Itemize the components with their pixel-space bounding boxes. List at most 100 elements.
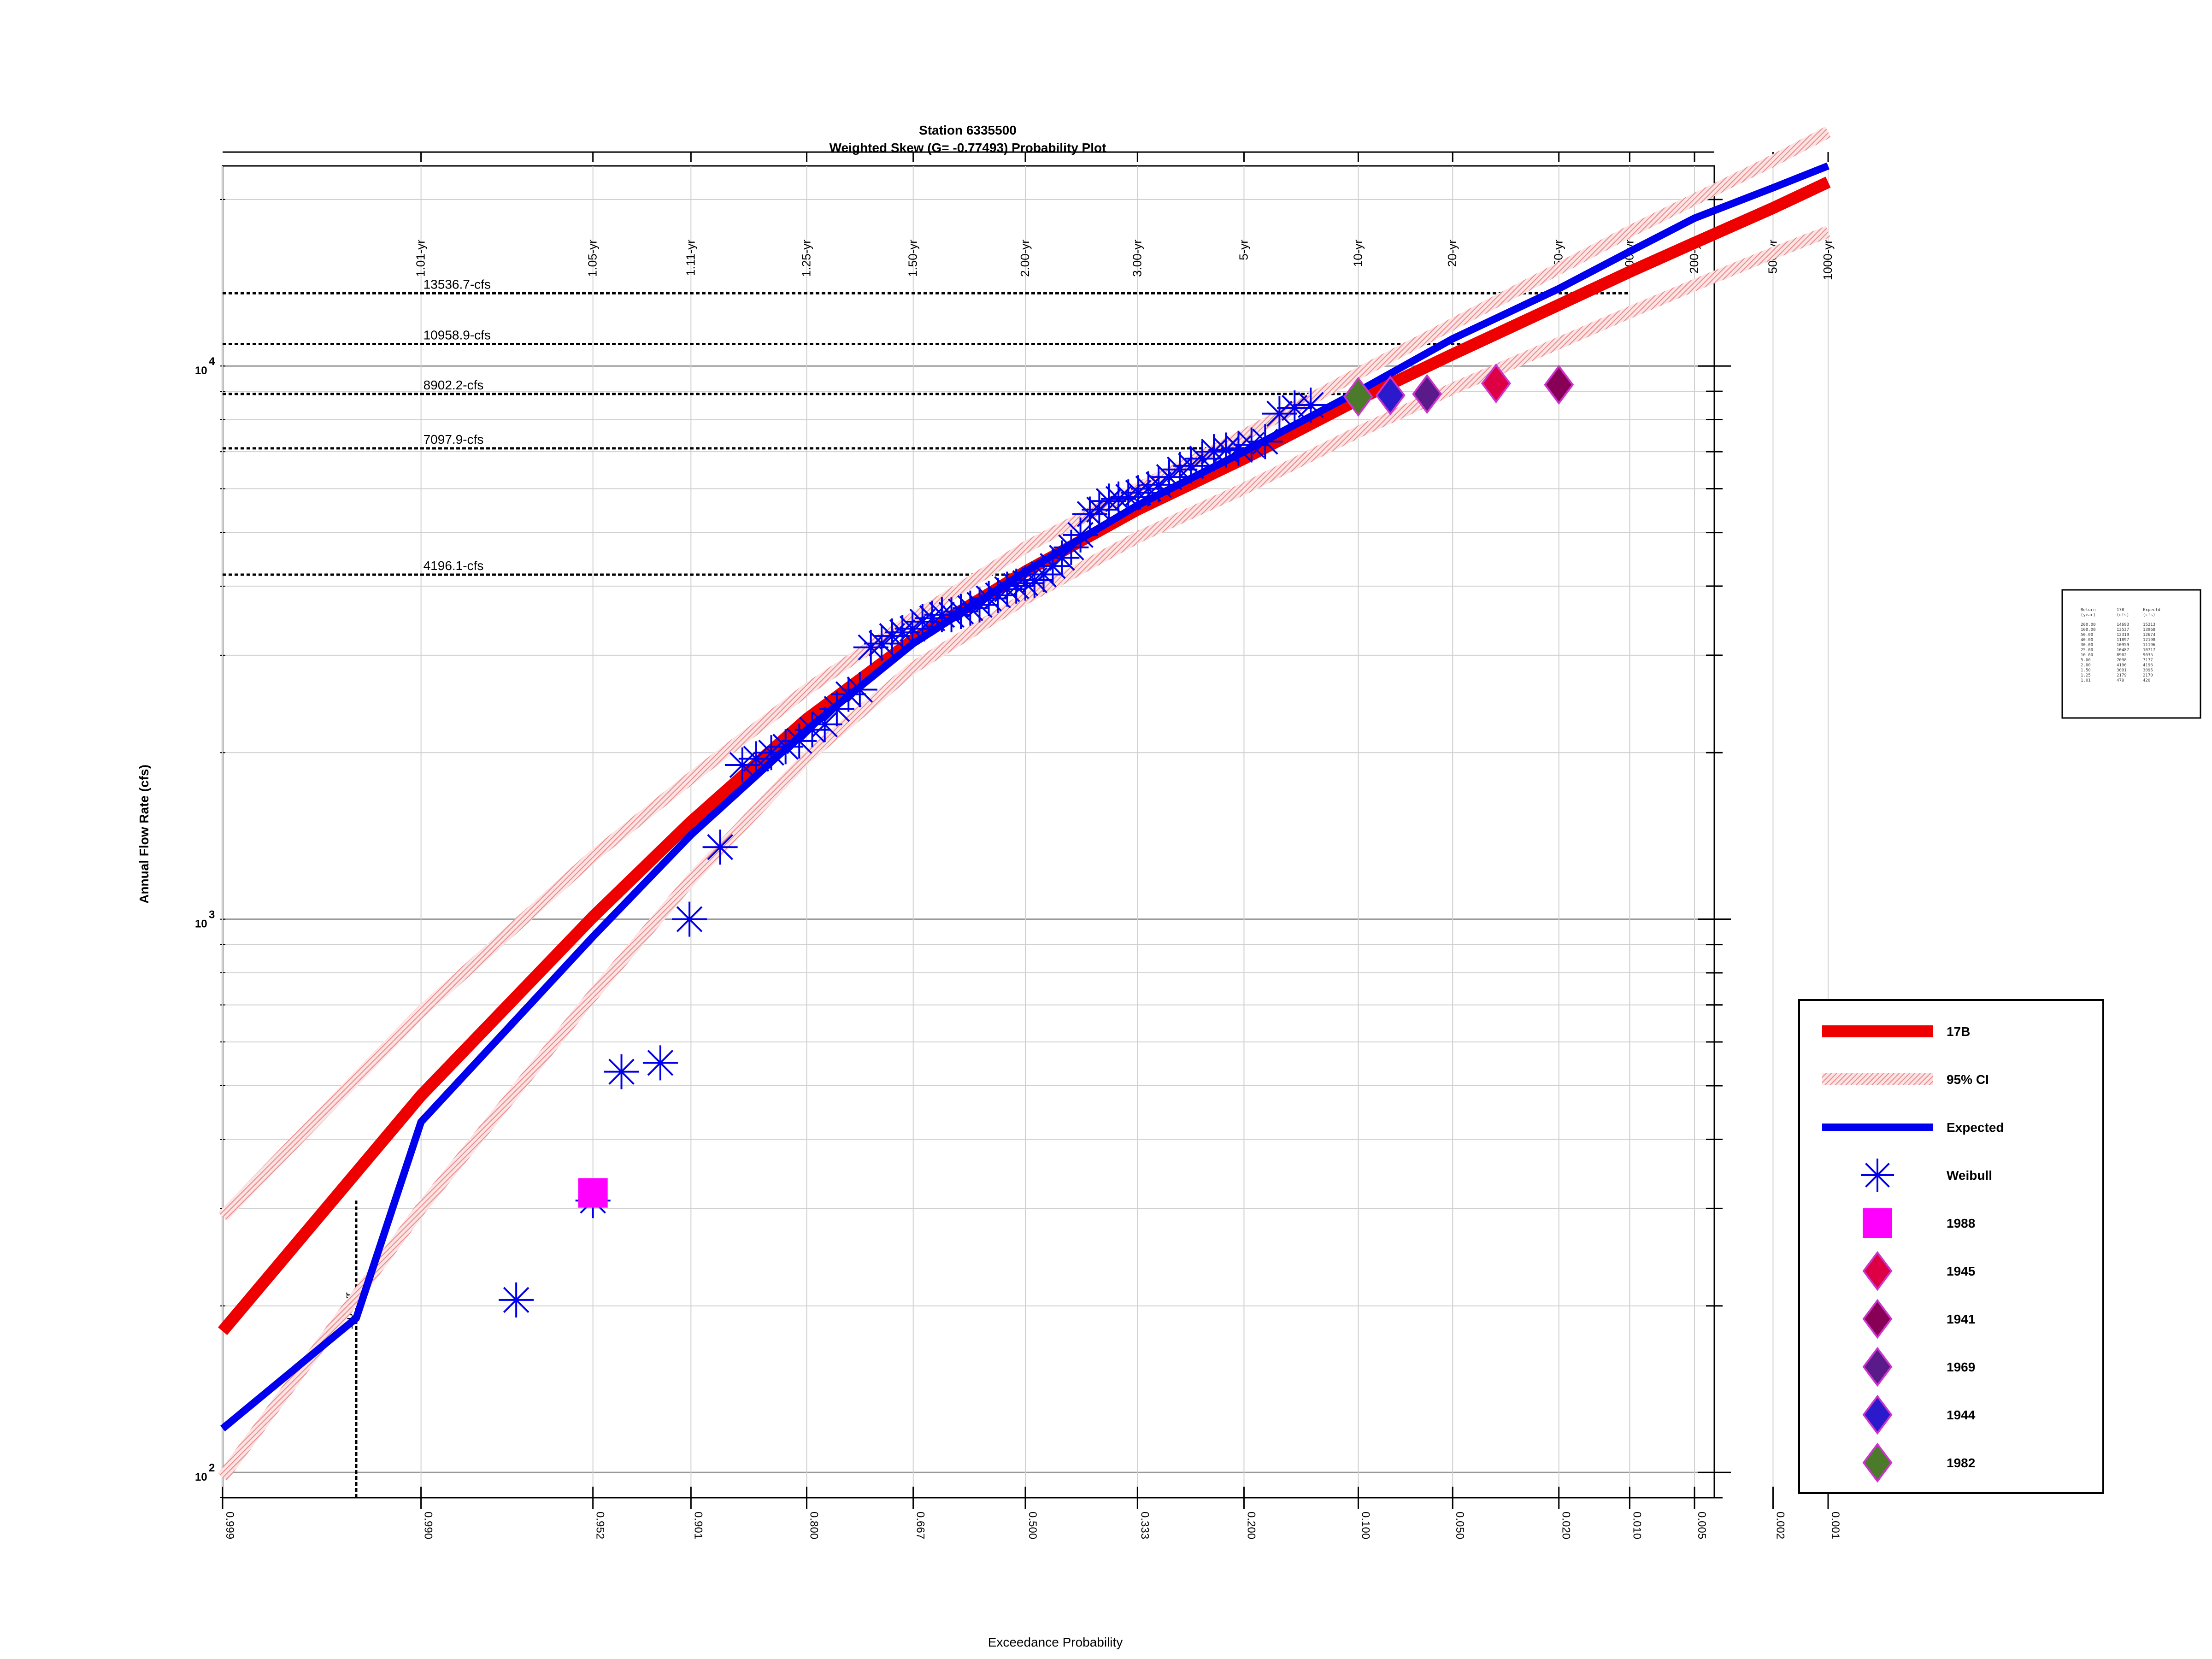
asterisk-stroke [1200, 438, 1227, 465]
summary-table-cell: 1.01 [2081, 678, 2091, 683]
point-1988 [578, 1178, 608, 1208]
y-tick-label-exp: 3 [209, 909, 215, 921]
weibull-point [1072, 496, 1107, 532]
legend-label: 17B [1947, 1024, 1970, 1039]
legend-label: 1941 [1947, 1312, 1975, 1326]
point-1941 [1544, 365, 1574, 405]
weibull-point [807, 706, 842, 742]
y-axis-title: Annual Flow Rate (cfs) [137, 765, 151, 904]
summary-table-cell: 11897 [2117, 638, 2129, 642]
legend: 17B 95% CI Expected Weibull 1988 1945 1941 1969… [1798, 999, 2104, 1494]
weibull-point [738, 741, 774, 777]
summary-table-cell: 3095 [2143, 668, 2153, 673]
asterisk-stroke [1297, 392, 1324, 418]
series [218, 126, 1831, 1481]
weibull-point [1173, 448, 1209, 483]
summary-table-header: (cfs) [2117, 613, 2129, 618]
reference-line-label: 8902.2-cfs [424, 378, 484, 392]
summary-table-cell: 4196 [2143, 663, 2153, 668]
summary-table-cell: 10717 [2143, 648, 2155, 653]
y-tick-label-base: 10 [195, 365, 207, 377]
summary-table-cell: 2.00 [2081, 663, 2091, 668]
weibull-point [768, 729, 803, 765]
weibull-point [1247, 424, 1283, 459]
point-1945 [1481, 363, 1511, 404]
x-tick-label: 0.999 [224, 1512, 236, 1539]
asterisk-stroke [1166, 456, 1193, 483]
weibull-point [1293, 387, 1329, 423]
point-1969 [1412, 374, 1442, 414]
x-tick-label: 0.001 [1829, 1512, 1841, 1539]
legend-symbol-diamond [1862, 1347, 1893, 1387]
point-1982 [1343, 377, 1373, 417]
summary-table-cell: 40.00 [2081, 638, 2093, 642]
asterisk-stroke [1105, 486, 1132, 512]
return-period-label: 5-yr [1236, 240, 1250, 260]
x-axis-title: Exceedance Probability [988, 1635, 1123, 1649]
asterisk-stroke [1281, 394, 1308, 421]
summary-table-header: Expectd [2143, 608, 2160, 612]
legend-label: 95% CI [1947, 1072, 1989, 1087]
x-tick-label: 0.333 [1138, 1512, 1151, 1539]
return-period-label: 1.50-yr [906, 240, 920, 277]
weibull-point [1234, 427, 1269, 463]
weibull-point [885, 615, 920, 650]
weibull-point [753, 735, 789, 771]
asterisk-stroke [919, 605, 946, 631]
weibull-point [864, 626, 900, 661]
legend-label: 1988 [1947, 1216, 1975, 1230]
line-17b [218, 176, 1831, 1335]
legend-symbol-diamond [1862, 1251, 1893, 1291]
summary-table-cell: 14693 [2117, 623, 2129, 627]
asterisk-stroke [503, 1287, 529, 1313]
asterisk-stroke [1177, 453, 1204, 479]
summary-table-cell: 15213 [2143, 623, 2155, 627]
summary-table-cell: 7098 [2117, 658, 2127, 663]
weibull-point [895, 611, 930, 647]
asterisk-stroke [938, 601, 965, 628]
x-tick-label: 0.667 [914, 1512, 927, 1539]
weibull-point [1017, 563, 1052, 598]
summary-table-cell: 3091 [2117, 668, 2127, 673]
asterisk-stroke [707, 834, 733, 860]
summary-table-cell: 13537 [2117, 628, 2129, 632]
weibull-point [962, 587, 997, 623]
x-tick-label: 0.005 [1695, 1512, 1708, 1539]
weibull-point [1151, 459, 1187, 495]
x-tick-label: 0.800 [808, 1512, 820, 1539]
reference-line-label: 10958.9-cfs [424, 328, 491, 342]
x-tick-label: 0.990 [422, 1512, 435, 1539]
summary-table-cell: 7177 [2143, 658, 2153, 663]
summary-table-cell: 2179 [2117, 673, 2127, 678]
asterisk-stroke [1252, 429, 1278, 455]
asterisk-stroke [1067, 522, 1094, 548]
x-tick-label: 0.200 [1245, 1512, 1257, 1539]
legend-label: 1982 [1947, 1456, 1975, 1470]
asterisk-stroke [879, 623, 906, 649]
asterisk-stroke [812, 711, 838, 738]
asterisk-stroke [758, 740, 784, 766]
return-period-label: 1.11-yr [683, 240, 697, 276]
return-period-label: 20-yr [1445, 240, 1459, 267]
asterisk-stroke [957, 595, 983, 621]
summary-table-cell: 1.25 [2081, 673, 2091, 678]
summary-table-cell: 25.00 [2081, 648, 2093, 653]
weibull-point [1277, 390, 1312, 426]
asterisk-stroke [889, 619, 916, 646]
asterisk-stroke [847, 677, 873, 703]
legend-label: 1944 [1947, 1408, 1976, 1422]
legend-symbol-diamond [1862, 1442, 1893, 1483]
asterisk-stroke [858, 634, 884, 661]
reference-line-label: 4196.1-cfs [424, 559, 484, 573]
weibull-point [499, 1282, 534, 1318]
asterisk-stroke [1865, 1163, 1890, 1188]
summary-table-cell: 100.00 [2081, 628, 2096, 632]
x-tick-label: 0.500 [1026, 1512, 1039, 1539]
weibull-point [831, 677, 866, 712]
summary-table-cell: 10959 [2117, 643, 2129, 647]
y-tick-label-exp: 4 [209, 355, 215, 368]
asterisk-stroke [909, 608, 935, 635]
weibull-point [842, 672, 877, 707]
x-tick-label: 0.002 [1774, 1512, 1786, 1539]
